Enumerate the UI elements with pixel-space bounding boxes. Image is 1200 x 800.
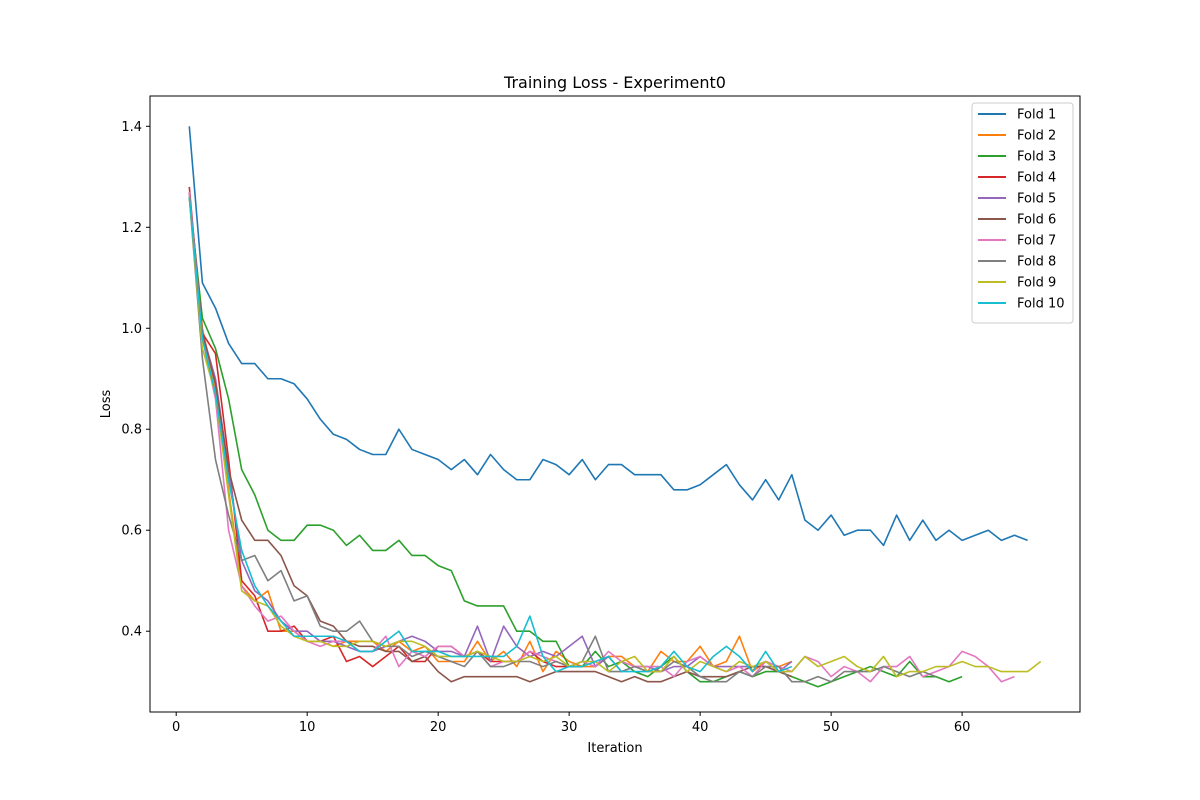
series-line-1	[188, 126, 1028, 547]
series-line-10	[188, 196, 793, 673]
y-tick-label: 1.0	[121, 322, 142, 337]
x-tick-label: 10	[299, 720, 316, 735]
legend-label-10: Fold 10	[1017, 297, 1065, 312]
x-tick-label: 50	[823, 720, 840, 735]
legend-label-8: Fold 8	[1017, 255, 1056, 270]
legend-box	[971, 102, 1074, 324]
legend-label-6: Fold 6	[1017, 213, 1056, 228]
series-line-5	[188, 191, 793, 673]
legend: Fold 1 Fold 2 Fold 3 Fold 4 Fold 5 Fold 6 Fold…	[971, 102, 1074, 324]
y-tick-label: 0.4	[121, 625, 142, 640]
x-tick-label: 40	[692, 720, 709, 735]
legend-label-7: Fold 7	[1017, 234, 1056, 249]
legend-label-4: Fold 4	[1017, 171, 1056, 186]
legend-label-9: Fold 9	[1017, 276, 1056, 291]
y-tick-label: 1.4	[121, 120, 142, 135]
y-tick-label: 0.6	[121, 524, 142, 539]
x-tick-label: 30	[561, 720, 578, 735]
legend-label-3: Fold 3	[1017, 150, 1056, 165]
y-axis: 0.4 0.6 0.8 1.0 1.2 1.4	[121, 120, 150, 640]
legend-label-1: Fold 1	[1017, 108, 1056, 123]
plot-frame	[149, 95, 1081, 713]
y-tick-label: 0.8	[121, 423, 142, 438]
y-tick-label: 1.2	[121, 221, 142, 236]
series-layer	[188, 126, 1042, 688]
series-line-8	[188, 196, 937, 683]
legend-label-2: Fold 2	[1017, 129, 1056, 144]
x-tick-label: 60	[954, 720, 971, 735]
series-line-6	[188, 191, 793, 683]
x-tick-label: 0	[172, 720, 180, 735]
x-axis: 0 10 20 30 40 50 60	[172, 712, 970, 735]
legend-label-5: Fold 5	[1017, 192, 1056, 207]
series-line-9	[188, 196, 1042, 678]
x-tick-label: 20	[430, 720, 447, 735]
chart-title: Training Loss - Experiment0	[503, 73, 726, 92]
y-axis-label: Loss	[99, 390, 114, 419]
x-axis-label: Iteration	[587, 741, 642, 756]
